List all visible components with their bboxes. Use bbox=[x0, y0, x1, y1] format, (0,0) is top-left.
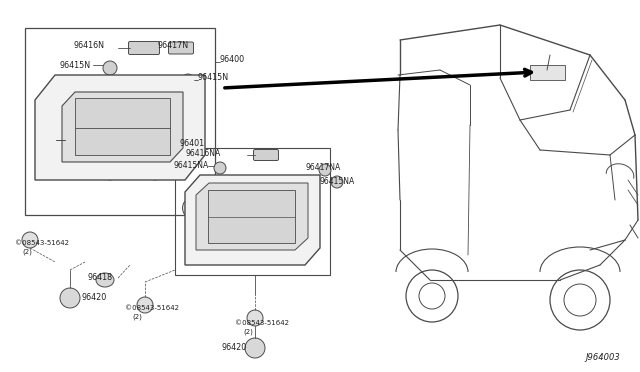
Text: 96415NA: 96415NA bbox=[320, 177, 355, 186]
Ellipse shape bbox=[182, 199, 195, 217]
Text: 96401: 96401 bbox=[180, 140, 205, 148]
Text: ©08543-51642: ©08543-51642 bbox=[125, 305, 179, 311]
Circle shape bbox=[247, 310, 263, 326]
Circle shape bbox=[182, 74, 194, 86]
Text: (2): (2) bbox=[132, 314, 142, 320]
Circle shape bbox=[60, 288, 80, 308]
Ellipse shape bbox=[232, 255, 242, 263]
Ellipse shape bbox=[104, 170, 116, 180]
Text: 96418: 96418 bbox=[88, 273, 113, 282]
Text: (2): (2) bbox=[22, 249, 32, 255]
Text: 96400: 96400 bbox=[220, 55, 245, 64]
Text: 96415N: 96415N bbox=[60, 61, 91, 70]
Circle shape bbox=[137, 297, 153, 313]
Text: 96420: 96420 bbox=[82, 294, 108, 302]
Polygon shape bbox=[35, 75, 205, 180]
Bar bbox=[175, 148, 330, 275]
Text: J964003: J964003 bbox=[585, 353, 620, 362]
Circle shape bbox=[331, 176, 343, 188]
Ellipse shape bbox=[96, 273, 114, 287]
Text: ©08543-51642: ©08543-51642 bbox=[15, 240, 69, 246]
Text: 96416N: 96416N bbox=[73, 42, 104, 51]
Circle shape bbox=[22, 232, 38, 248]
FancyBboxPatch shape bbox=[168, 42, 193, 54]
Ellipse shape bbox=[267, 255, 277, 263]
Bar bbox=[530, 65, 565, 80]
Polygon shape bbox=[208, 190, 295, 243]
Ellipse shape bbox=[40, 129, 56, 151]
FancyBboxPatch shape bbox=[253, 150, 278, 160]
Ellipse shape bbox=[185, 125, 201, 145]
Bar bbox=[25, 28, 215, 215]
Polygon shape bbox=[196, 183, 308, 250]
Circle shape bbox=[245, 338, 265, 358]
Text: ©08543-51642: ©08543-51642 bbox=[235, 320, 289, 326]
Polygon shape bbox=[62, 92, 183, 162]
Text: 96420: 96420 bbox=[222, 343, 247, 353]
Text: 96415N: 96415N bbox=[198, 74, 229, 83]
Circle shape bbox=[319, 164, 331, 176]
Circle shape bbox=[214, 162, 226, 174]
Ellipse shape bbox=[307, 197, 319, 213]
Text: (2): (2) bbox=[243, 329, 253, 335]
Text: 96417NA: 96417NA bbox=[306, 163, 341, 171]
Text: 96415NA: 96415NA bbox=[174, 160, 209, 170]
Text: 96417N: 96417N bbox=[158, 42, 189, 51]
Ellipse shape bbox=[149, 170, 161, 180]
Text: 96416NA: 96416NA bbox=[185, 148, 220, 157]
Polygon shape bbox=[185, 175, 320, 265]
Polygon shape bbox=[75, 98, 170, 155]
FancyBboxPatch shape bbox=[129, 42, 159, 55]
Circle shape bbox=[103, 61, 117, 75]
